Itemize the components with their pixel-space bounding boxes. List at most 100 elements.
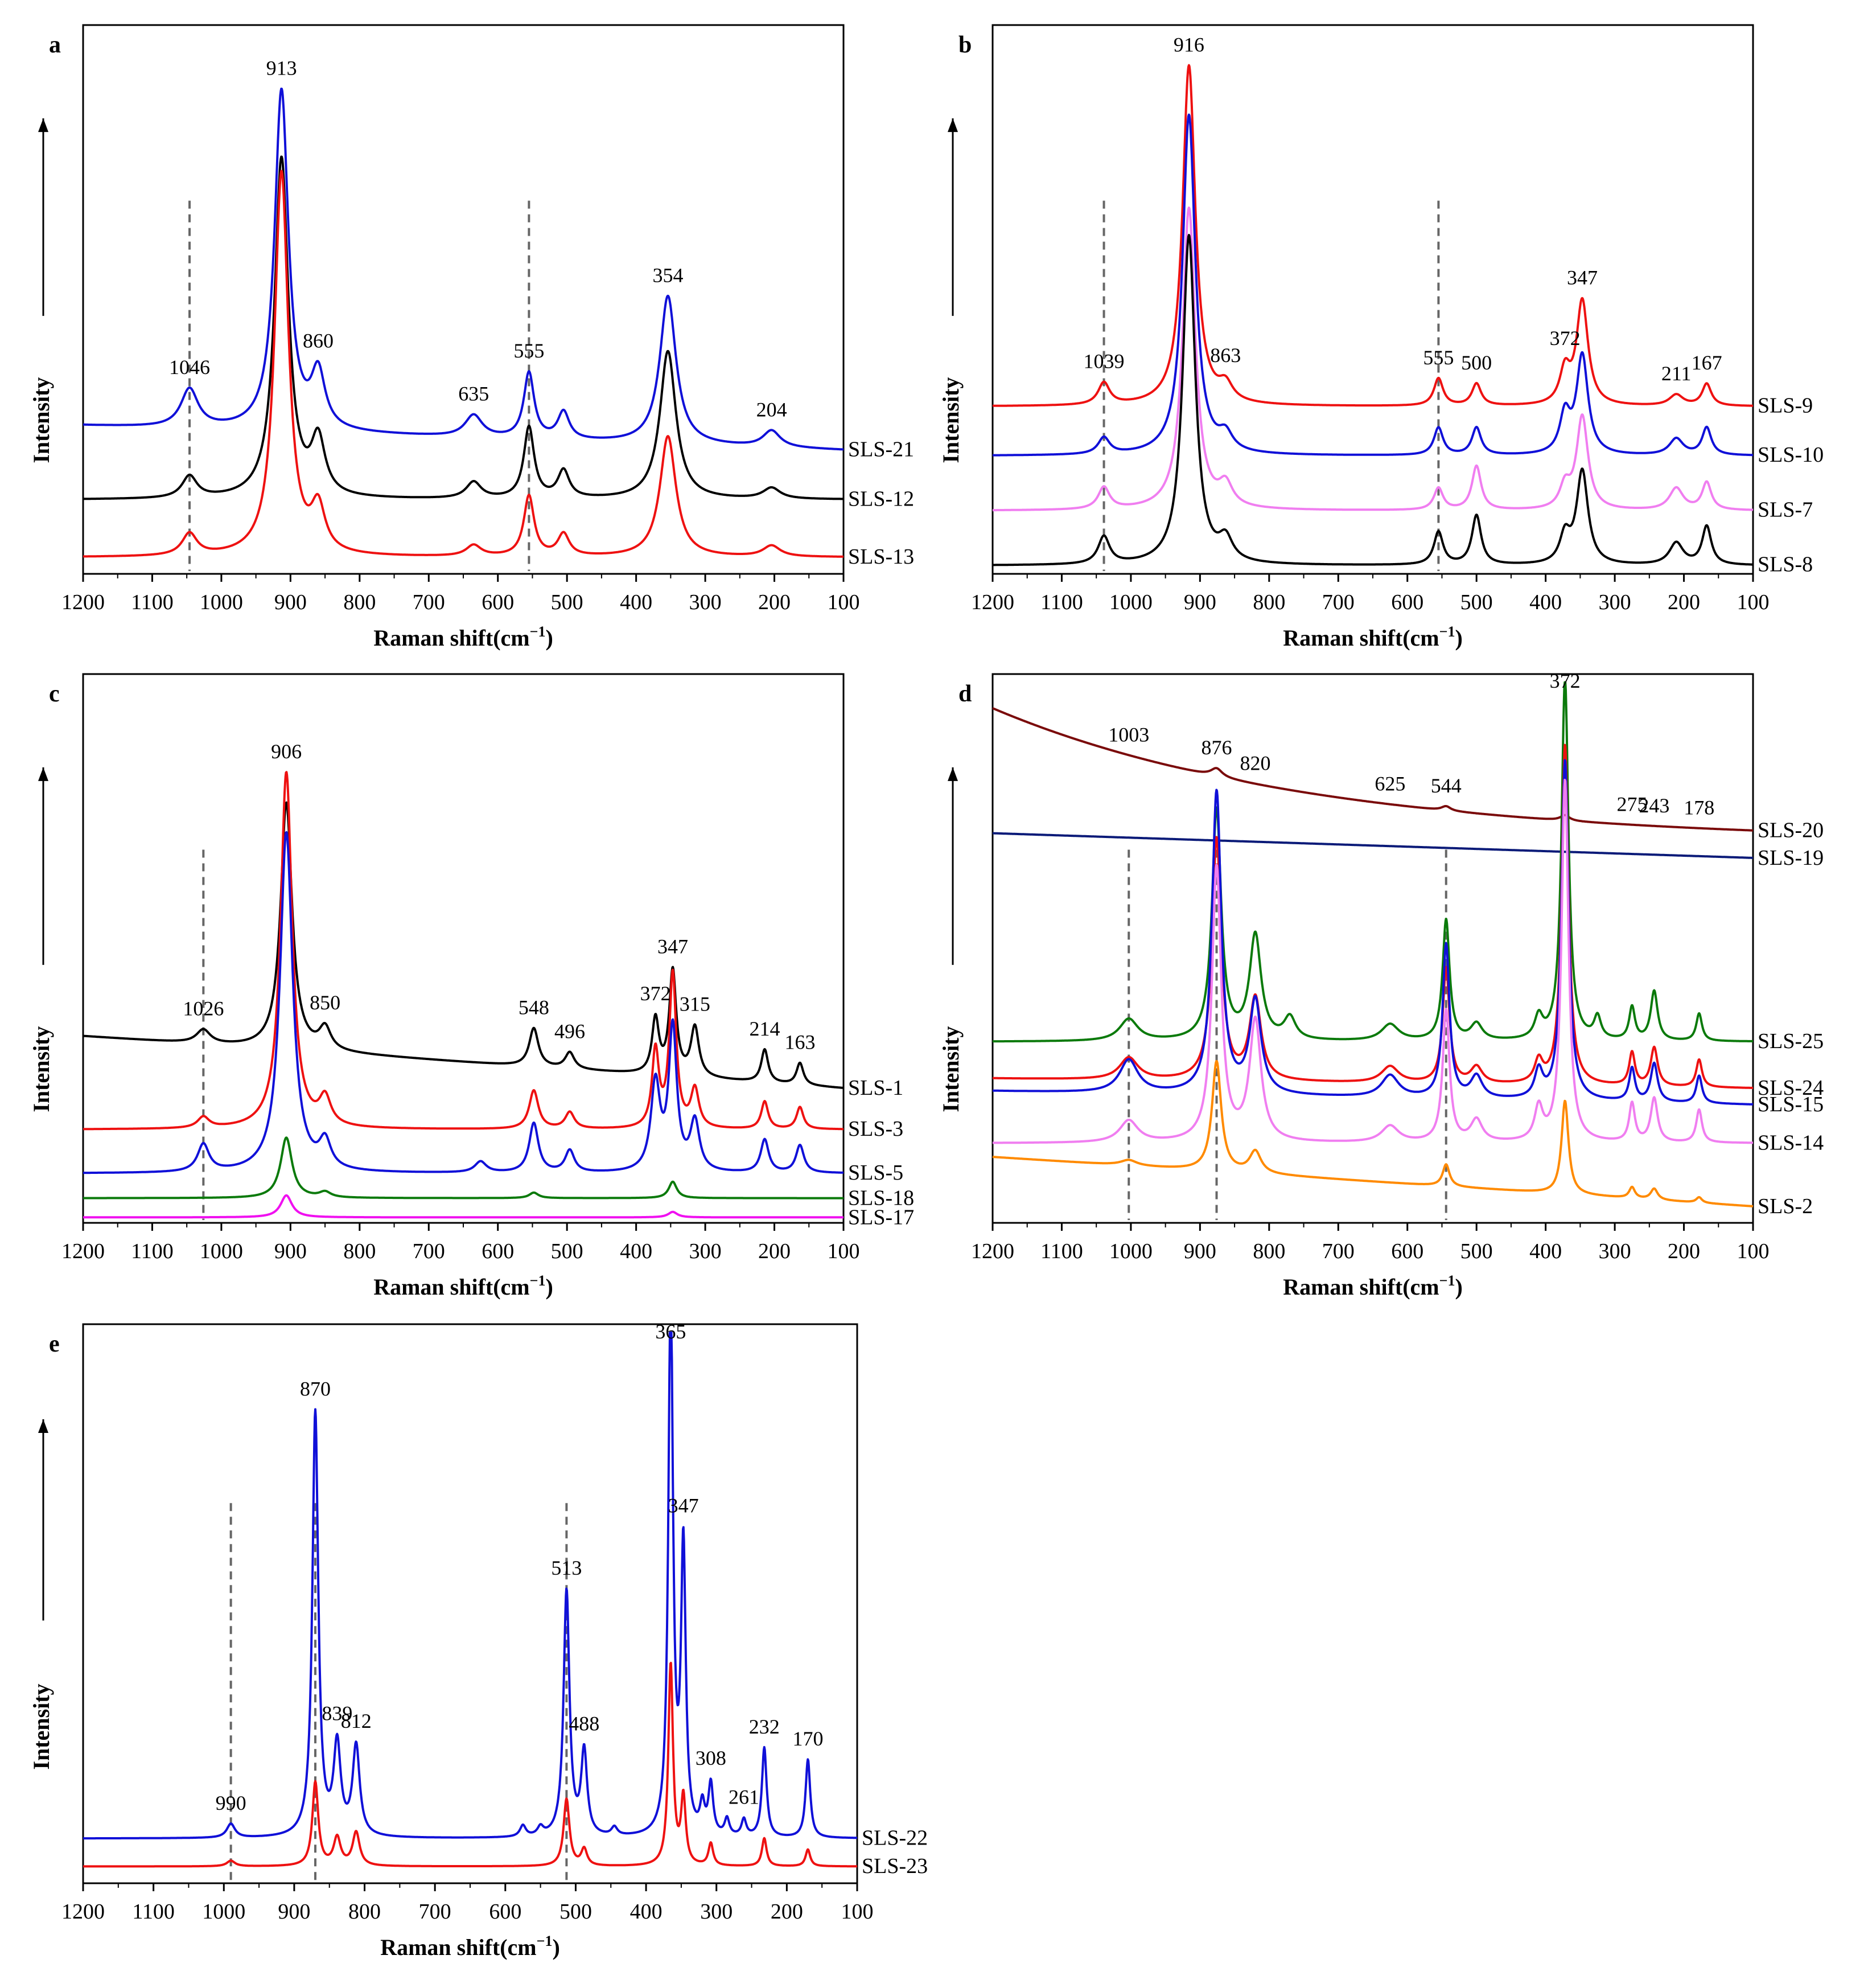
peak-label: 170 bbox=[792, 1727, 823, 1750]
x-tick-label: 700 bbox=[1322, 590, 1355, 614]
x-tick-label: 400 bbox=[1529, 590, 1562, 614]
y-axis-title: Intensity bbox=[938, 1026, 964, 1112]
peak-label: 211 bbox=[1661, 362, 1692, 385]
series-line-SLS-17 bbox=[82, 1194, 845, 1219]
x-axis-title-tail: ) bbox=[545, 1274, 553, 1300]
x-tick-label: 600 bbox=[482, 590, 514, 614]
x-tick-label: 1200 bbox=[971, 590, 1014, 614]
y-axis-arrow-head bbox=[38, 1419, 48, 1433]
peak-label: 850 bbox=[310, 991, 340, 1014]
series-line-SLS-18 bbox=[82, 1136, 845, 1200]
peak-label: 544 bbox=[1431, 774, 1462, 797]
x-tick-label: 400 bbox=[620, 1239, 652, 1263]
x-tick-label: 1000 bbox=[202, 1900, 245, 1924]
peak-label: 178 bbox=[1684, 796, 1714, 819]
peak-label: 870 bbox=[300, 1377, 331, 1400]
x-axis-title-sup: −1 bbox=[1439, 623, 1455, 640]
y-axis-arrow-head bbox=[948, 118, 958, 132]
series-line-SLS-10 bbox=[991, 113, 1754, 457]
panel-b: 1200 1100 1000 900 800 700 600 500 400 300 200 100 R… bbox=[938, 24, 1824, 651]
peak-label: 625 bbox=[1375, 773, 1405, 795]
peak-label: 548 bbox=[519, 996, 549, 1019]
x-tick-label: 700 bbox=[1322, 1239, 1355, 1263]
x-axis-title-tail: ) bbox=[545, 625, 553, 651]
series-label: SLS-1 bbox=[848, 1076, 903, 1100]
peak-label: 488 bbox=[569, 1712, 599, 1735]
series-label: SLS-15 bbox=[1758, 1092, 1824, 1116]
peak-label: 906 bbox=[271, 740, 302, 763]
x-tick-label: 100 bbox=[828, 590, 860, 614]
series-label: SLS-2 bbox=[1758, 1194, 1813, 1218]
panel-label: a bbox=[49, 32, 61, 58]
peak-label: 214 bbox=[750, 1017, 780, 1040]
series-line-SLS-1 bbox=[82, 801, 845, 1089]
peak-label: 860 bbox=[303, 330, 334, 352]
series-label: SLS-7 bbox=[1758, 498, 1813, 522]
peak-label: 1026 bbox=[183, 997, 224, 1020]
peak-label: 261 bbox=[729, 1785, 759, 1808]
x-tick-label: 500 bbox=[1460, 1239, 1493, 1263]
peak-label: 496 bbox=[554, 1020, 585, 1042]
series-label: SLS-19 bbox=[1758, 846, 1824, 870]
series-line-SLS-12 bbox=[82, 155, 845, 500]
series-line-SLS-8 bbox=[991, 233, 1754, 566]
x-tick-label: 400 bbox=[630, 1900, 663, 1924]
x-tick-label: 1200 bbox=[971, 1239, 1014, 1263]
peak-label: 863 bbox=[1210, 344, 1241, 367]
x-tick-label: 900 bbox=[274, 1239, 307, 1263]
peak-label: 372 bbox=[1550, 327, 1581, 350]
series-line-SLS-23 bbox=[82, 1662, 858, 1868]
y-axis-title: Intensity bbox=[28, 1683, 54, 1769]
series-line-SLS-19 bbox=[991, 832, 1754, 859]
series-line-SLS-5 bbox=[82, 831, 845, 1174]
x-tick-label: 1000 bbox=[1109, 1239, 1153, 1263]
x-tick-label: 900 bbox=[1184, 590, 1216, 614]
series-label: SLS-12 bbox=[848, 487, 914, 511]
panel-d: 1200 1100 1000 900 800 700 600 500 400 300 200 100 R… bbox=[938, 669, 1824, 1300]
x-axis-title: Raman shift(cm−1) bbox=[373, 623, 553, 651]
peak-label: 513 bbox=[551, 1556, 582, 1579]
panel-label: c bbox=[49, 681, 60, 707]
x-tick-label: 700 bbox=[413, 590, 445, 614]
panel-label: e bbox=[49, 1331, 60, 1357]
peak-label: 315 bbox=[680, 992, 710, 1015]
x-tick-label: 1100 bbox=[131, 1239, 174, 1263]
peak-label: 1039 bbox=[1084, 350, 1125, 372]
x-tick-label: 600 bbox=[482, 1239, 514, 1263]
series-label: SLS-13 bbox=[848, 545, 914, 569]
x-axis-title-sup: −1 bbox=[530, 623, 546, 640]
peak-label: 308 bbox=[696, 1747, 726, 1769]
series-line-SLS-25 bbox=[991, 681, 1754, 1043]
x-tick-label: 100 bbox=[1737, 590, 1770, 614]
x-axis-title-sup: −1 bbox=[537, 1933, 553, 1949]
peak-label: 635 bbox=[458, 383, 489, 405]
peak-label: 204 bbox=[756, 398, 787, 421]
x-tick-label: 1200 bbox=[61, 1900, 105, 1924]
x-tick-label: 500 bbox=[559, 1900, 592, 1924]
peak-label: 876 bbox=[1202, 736, 1232, 759]
peak-label: 812 bbox=[341, 1710, 372, 1732]
y-axis-arrow-head bbox=[38, 118, 48, 132]
peak-label: 354 bbox=[653, 264, 684, 287]
peak-label: 232 bbox=[749, 1715, 780, 1738]
series-label: SLS-10 bbox=[1758, 443, 1824, 467]
x-tick-label: 200 bbox=[758, 1239, 791, 1263]
x-tick-label: 300 bbox=[689, 1239, 722, 1263]
y-axis-title: Intensity bbox=[28, 377, 54, 463]
peak-label: 163 bbox=[784, 1031, 815, 1054]
x-axis-title: Raman shift(cm−1) bbox=[373, 1272, 553, 1300]
series-line-SLS-9 bbox=[991, 64, 1754, 407]
x-tick-label: 200 bbox=[758, 590, 791, 614]
series-label: SLS-20 bbox=[1758, 819, 1824, 843]
x-tick-label: 400 bbox=[620, 590, 652, 614]
x-tick-label: 200 bbox=[771, 1900, 803, 1924]
peak-label: 916 bbox=[1174, 34, 1204, 56]
x-axis-title: Raman shift(cm−1) bbox=[1283, 623, 1463, 651]
y-axis-title: Intensity bbox=[28, 1026, 54, 1112]
peak-label: 500 bbox=[1461, 351, 1492, 374]
series-line-SLS-20 bbox=[991, 707, 1754, 832]
peak-label: 347 bbox=[668, 1494, 699, 1517]
x-tick-label: 1100 bbox=[1040, 1239, 1083, 1263]
series-label: SLS-5 bbox=[848, 1161, 903, 1185]
x-axis-title-main: Raman shift(cm bbox=[373, 625, 529, 651]
